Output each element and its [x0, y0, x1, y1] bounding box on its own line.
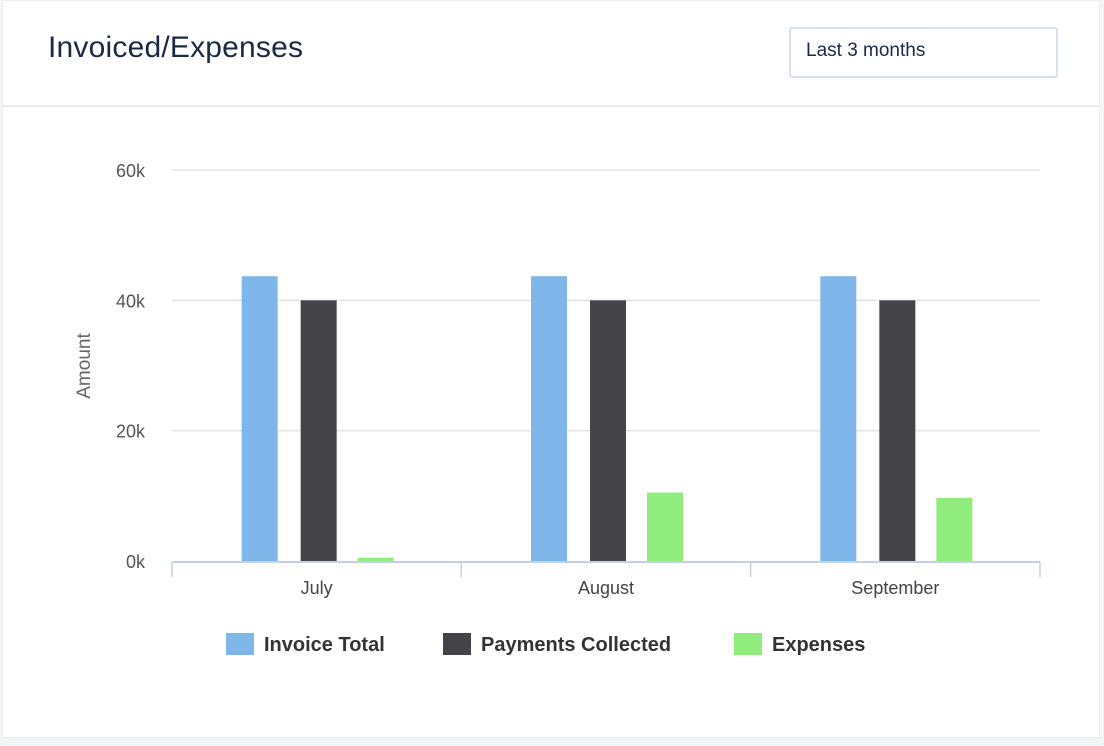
bar-invoice-total	[241, 276, 278, 561]
legend-swatch	[226, 633, 254, 655]
bar-expenses	[936, 497, 973, 561]
x-tick-label: September	[851, 578, 939, 598]
bar-invoice-total	[820, 276, 857, 561]
y-tick-label: 0k	[126, 552, 146, 572]
legend-item[interactable]: Payments Collected	[481, 634, 671, 656]
bar-payments-collected	[590, 300, 626, 561]
legend-swatch	[734, 633, 762, 655]
y-tick-label: 40k	[116, 291, 146, 311]
bar-expenses	[647, 492, 683, 561]
legend-item[interactable]: Invoice Total	[264, 634, 385, 656]
card-header: Invoiced/Expenses Last 3 months	[3, 1, 1099, 107]
legend-swatch	[443, 633, 471, 655]
legend-item[interactable]: Expenses	[772, 634, 865, 656]
bar-expenses	[357, 557, 394, 561]
x-tick-label: July	[301, 578, 333, 598]
x-tick-label: August	[578, 578, 634, 598]
card-title: Invoiced/Expenses	[48, 31, 304, 64]
bar-payments-collected	[879, 300, 916, 561]
y-axis-label: Amount	[74, 333, 95, 399]
y-tick-label: 20k	[116, 422, 146, 442]
bar-payments-collected	[300, 300, 337, 561]
date-range-select[interactable]: Last 3 months	[789, 27, 1058, 78]
bar-invoice-total	[531, 276, 567, 561]
y-tick-label: 60k	[116, 161, 146, 181]
